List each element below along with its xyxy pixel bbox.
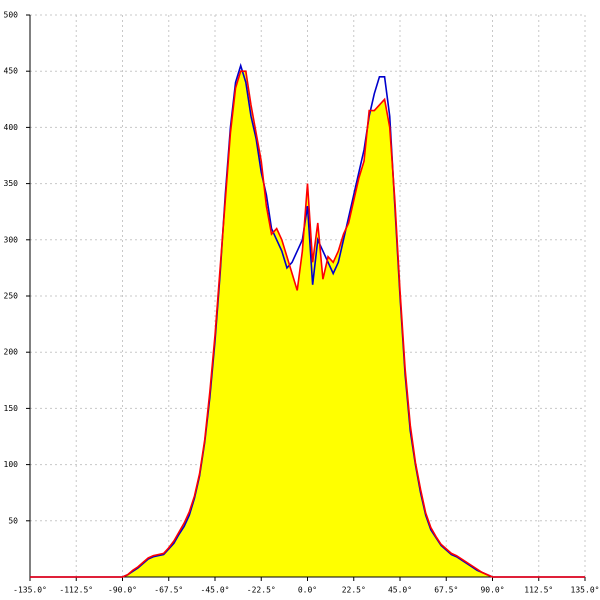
x-tick-label: -22.5° <box>247 586 276 595</box>
x-tick-label: 90.0° <box>480 586 504 595</box>
y-tick-label: 400 <box>4 123 19 132</box>
x-tick-label: 67.5° <box>434 586 458 595</box>
x-tick-label: 0.0° <box>298 586 317 595</box>
x-tick-label: -135.0° <box>13 586 47 595</box>
area <box>30 71 585 577</box>
x-tick-label: -90.0° <box>108 586 137 595</box>
y-tick-label: 500 <box>4 11 19 20</box>
y-tick-label: 250 <box>4 292 19 301</box>
y-tick-label: 350 <box>4 179 19 188</box>
y-tick-label: 200 <box>4 348 19 357</box>
y-tick-label: 50 <box>8 516 18 525</box>
x-tick-label: -45.0° <box>201 586 230 595</box>
x-tick-label: 135.0° <box>571 586 600 595</box>
y-tick-label: 100 <box>4 460 19 469</box>
x-tick-label: 112.5° <box>524 586 553 595</box>
x-tick-label: 22.5° <box>342 586 366 595</box>
series-line <box>30 70 585 578</box>
x-tick-label: -67.5° <box>154 586 183 595</box>
x-tick-label: 45.0° <box>388 586 412 595</box>
x-tick-label: -112.5° <box>59 586 93 595</box>
y-tick-label: 300 <box>4 235 19 244</box>
y-tick-label: 450 <box>4 67 19 76</box>
y-tick-label: 150 <box>4 404 19 413</box>
